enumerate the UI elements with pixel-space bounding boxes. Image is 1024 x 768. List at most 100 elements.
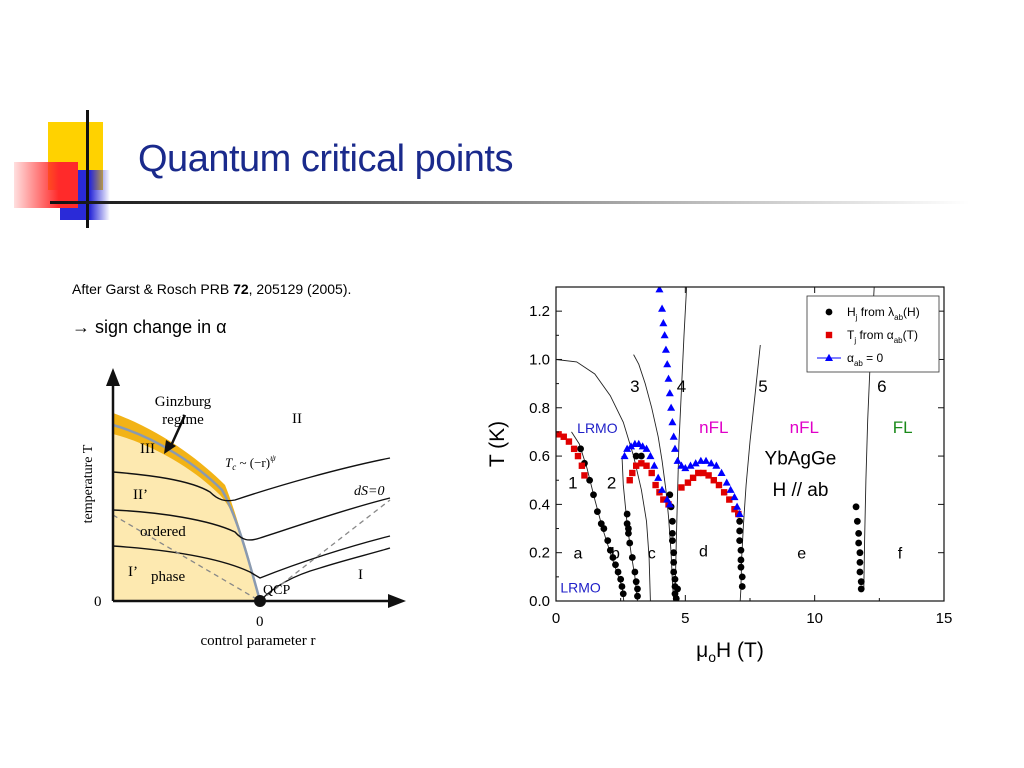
data-point-triangle-26 xyxy=(677,461,686,469)
data-point-circle-32 xyxy=(670,549,678,557)
ginzburg-arrowhead xyxy=(164,440,176,454)
deco-red-square xyxy=(14,162,78,208)
data-point-circle-43 xyxy=(736,537,744,545)
data-point-triangle-31 xyxy=(702,456,711,464)
data-point-triangle-23 xyxy=(669,432,678,440)
slide-title: Quantum critical points xyxy=(138,138,514,180)
data-point-circle-48 xyxy=(738,583,746,590)
data-point-square-13 xyxy=(652,481,659,489)
tc-curve xyxy=(112,423,262,602)
data-point-triangle-29 xyxy=(691,459,700,467)
citation-suffix: , 205129 (2005). xyxy=(248,281,352,297)
data-point-circle-0 xyxy=(577,445,584,453)
region-label-c: c xyxy=(648,546,656,563)
crossover-line-middle xyxy=(112,497,391,541)
data-point-triangle-28 xyxy=(686,461,695,469)
data-point-square-10 xyxy=(638,460,645,467)
axes-layer: 0 5 10 150.00.20.40.60.81.01.2T (K)μoH (T) xyxy=(486,286,952,665)
legend-marker-0 xyxy=(825,308,833,316)
data-point-square-19 xyxy=(689,474,697,482)
crossover-line-upper xyxy=(112,457,391,502)
data-point-circle-29 xyxy=(669,517,676,525)
data-points-layer xyxy=(556,287,865,601)
y-tick-label-0.8: 0.8 xyxy=(529,400,550,417)
data-point-circle-55 xyxy=(856,568,864,576)
data-point-circle-41 xyxy=(736,517,744,525)
data-point-square-22 xyxy=(705,472,712,479)
line-label-5: 5 xyxy=(758,377,767,396)
data-point-triangle-27 xyxy=(681,463,690,472)
legend-entry-1: Tj from αab(T) xyxy=(847,328,918,345)
data-point-square-6 xyxy=(581,472,588,479)
data-point-square-25 xyxy=(720,489,728,496)
data-point-circle-31 xyxy=(669,537,676,545)
data-point-square-7 xyxy=(626,477,633,484)
region-label-f: f xyxy=(898,546,903,563)
data-point-triangle-12 xyxy=(665,500,674,508)
data-point-circle-52 xyxy=(855,539,863,547)
x-tick-label-5: 5 xyxy=(681,610,689,627)
data-point-square-18 xyxy=(684,479,692,486)
region-II-label: II xyxy=(292,411,302,427)
data-point-triangle-9 xyxy=(654,473,663,481)
data-point-triangle-11 xyxy=(663,495,672,503)
region-label-a: a xyxy=(574,546,583,563)
data-point-circle-35 xyxy=(671,575,679,583)
dashed-line-right xyxy=(259,499,391,602)
data-point-triangle-18 xyxy=(663,360,672,368)
data-point-circle-6 xyxy=(600,525,608,532)
data-point-square-11 xyxy=(643,462,650,469)
line-label-4: 4 xyxy=(677,377,686,396)
data-point-triangle-37 xyxy=(730,492,739,501)
data-point-circle-17 xyxy=(625,525,632,532)
chart-legend: Hj from λab(H) Tj from αab(T) αab = 0 xyxy=(806,295,940,373)
tc-formula: Tc ~ (−r)ψ xyxy=(225,453,276,472)
data-point-circle-57 xyxy=(857,585,865,593)
data-point-circle-20 xyxy=(628,554,636,561)
data-point-circle-49 xyxy=(852,503,860,511)
data-point-circle-7 xyxy=(604,537,612,545)
data-point-circle-18 xyxy=(625,529,632,537)
data-point-square-15 xyxy=(660,496,667,503)
data-point-triangle-30 xyxy=(696,456,705,464)
legend-entry-2: αab = 0 xyxy=(847,351,884,368)
data-point-square-2 xyxy=(565,438,573,445)
ginzburg-label-line1: Ginzburg xyxy=(155,394,212,410)
ybagge-phase-chart: 0 5 10 150.00.20.40.60.81.01.2T (K)μoH (T) … xyxy=(486,286,952,665)
control-parameter-axis-label: control parameter r xyxy=(201,633,316,649)
ginzburg-arrow xyxy=(168,414,187,449)
citation: After Garst & Rosch PRB 72, 205129 (2005… xyxy=(72,281,351,297)
crossover-line-lower xyxy=(112,535,391,579)
region-Ip-label: I’ xyxy=(128,564,138,580)
region-IIp-label: II’ xyxy=(133,487,148,503)
data-point-triangle-7 xyxy=(646,451,655,460)
data-point-circle-15 xyxy=(623,510,631,518)
data-point-triangle-21 xyxy=(667,403,676,411)
line-label-3: 3 xyxy=(630,377,639,396)
boundary-line-1 xyxy=(556,359,651,601)
data-point-triangle-33 xyxy=(712,461,721,469)
sign-change-note: → sign change in α xyxy=(72,317,227,337)
line-label-1: 1 xyxy=(568,474,577,493)
data-point-triangle-0 xyxy=(620,451,629,460)
data-point-circle-38 xyxy=(672,595,680,601)
data-point-circle-50 xyxy=(853,517,861,525)
data-point-triangle-5 xyxy=(638,442,647,450)
ordered-label: ordered xyxy=(140,524,186,540)
data-point-triangle-39 xyxy=(735,509,744,518)
x-origin-label: 0 xyxy=(256,614,264,630)
temperature-axis-label: temperature T xyxy=(81,444,96,523)
data-point-triangle-17 xyxy=(661,345,670,353)
data-point-circle-44 xyxy=(737,546,745,554)
ginzburg-label-line2: regime xyxy=(162,412,204,428)
data-point-square-23 xyxy=(710,477,717,484)
data-point-circle-3 xyxy=(590,491,597,499)
data-point-triangle-4 xyxy=(634,439,643,447)
x-tick-label-0: 0 xyxy=(552,610,560,627)
data-point-circle-4 xyxy=(593,508,601,516)
y-tick-label-1.2: 1.2 xyxy=(529,303,550,320)
data-point-triangle-10 xyxy=(658,485,667,493)
data-point-square-1 xyxy=(560,433,567,440)
dashed-line-left xyxy=(112,514,261,602)
data-point-circle-56 xyxy=(857,578,865,586)
